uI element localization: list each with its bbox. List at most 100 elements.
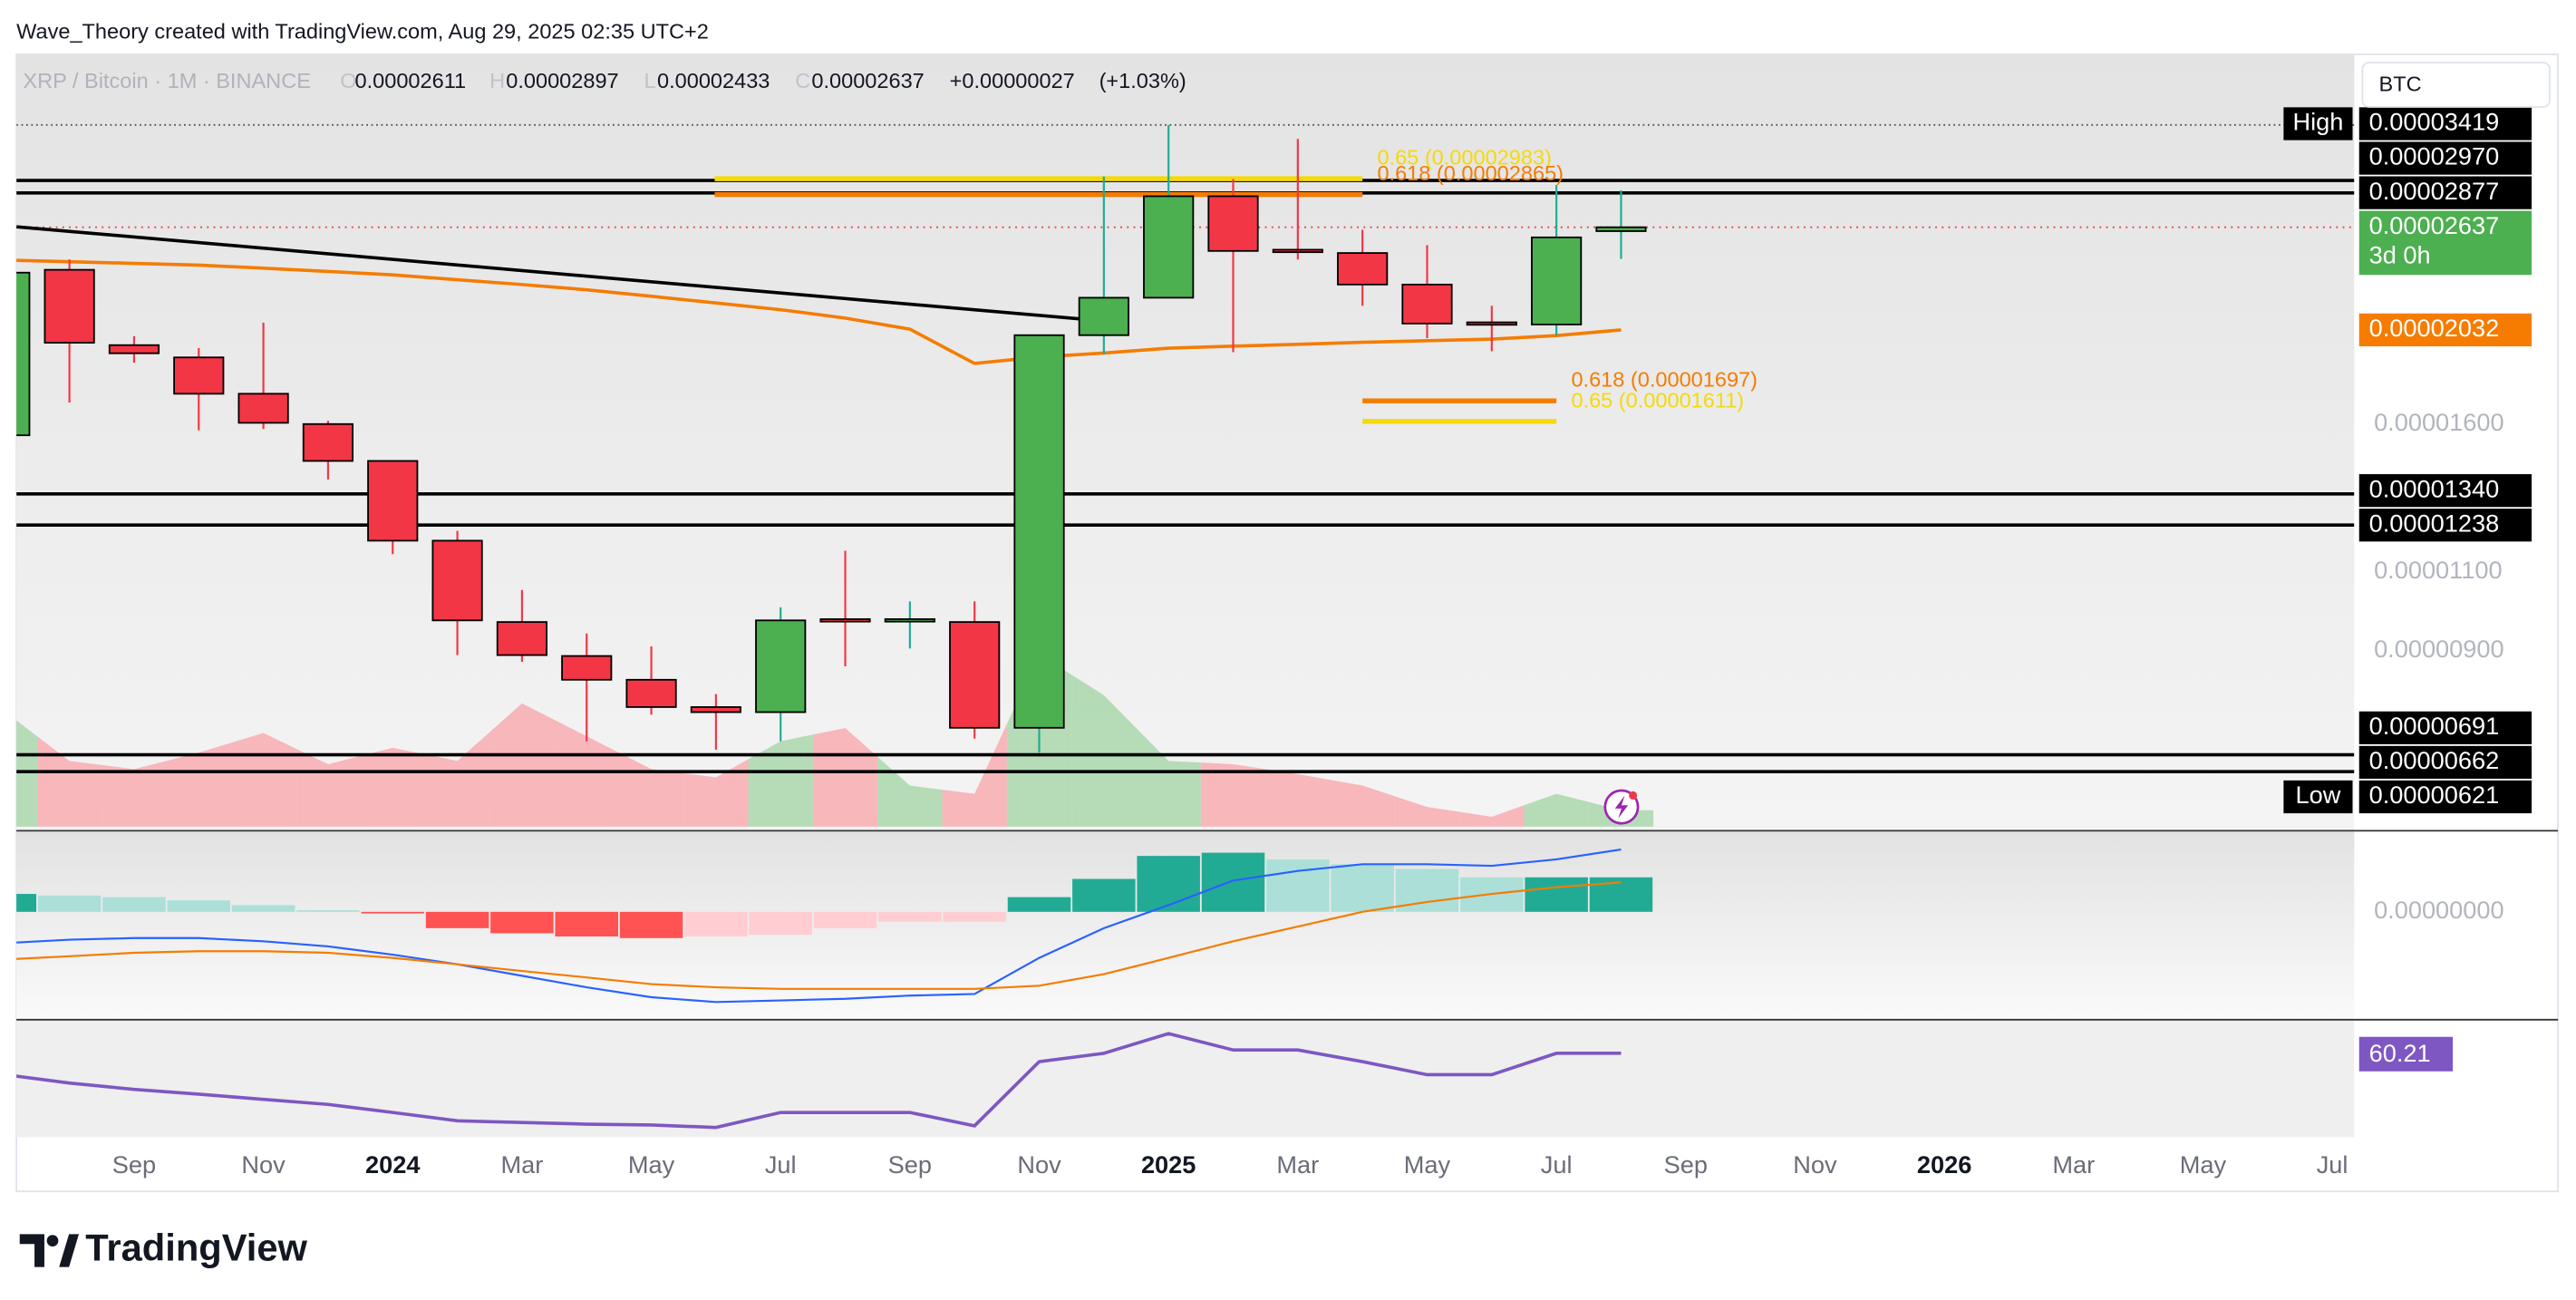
volume-area [1200,762,1266,827]
volume-area [812,728,878,827]
candle-body [44,268,95,344]
candle-body [1466,321,1517,326]
volume-area [102,761,167,827]
currency[interactable]: BTC [2379,73,2422,96]
candle-body [625,678,677,708]
candle-body [1595,226,1647,232]
volume-area [295,748,361,827]
macd-histogram [878,911,942,922]
legend-row: XRP / Bitcoin · 1M · BINANCE O 0.0000261… [23,69,1186,92]
price-label: 0.00000691 [2369,712,2500,740]
price-label: 0.00002970 [2369,142,2500,170]
symbol: XRP / Bitcoin · 1M · BINANCE [23,69,311,92]
macd-histogram [361,911,425,914]
volume-area [1394,796,1460,827]
volume-area [1330,780,1395,827]
watermark: Wave_Theory created with TradingView.com… [16,20,709,44]
open-value: 0.00002611 [355,69,467,92]
x-tick-label: Mar [1276,1150,1319,1179]
price-label-box [2358,313,2532,347]
tag-label: Low [2296,781,2341,809]
x-tick-label: 2025 [1141,1150,1196,1179]
tag-label: High [2292,108,2343,136]
macd-histogram [102,897,166,912]
macd-histogram [1007,897,1071,912]
x-tick-label: Mar [2052,1150,2095,1179]
volume-area [1524,793,1589,827]
volume-area [230,732,296,827]
rsi-price-box [2358,1036,2454,1072]
x-tick-label: Nov [1017,1150,1061,1179]
alert-icon[interactable] [1603,789,1640,825]
candle-body [884,618,935,623]
price-label-box [2358,210,2532,276]
x-tick-label: Nov [241,1150,286,1179]
macd-line [16,848,1622,1004]
x-tick-label: 2026 [1917,1150,1971,1179]
volume-area [36,736,102,827]
volume-area [1265,769,1331,827]
macd-histogram [1331,864,1394,912]
candle-body [690,706,741,713]
candle-body [1337,252,1389,286]
price-label-box [2358,509,2532,542]
volume-area [489,703,555,827]
price-label: 0.00002637 [2369,211,2500,239]
volume-area [1071,674,1137,827]
price-label-box [2358,745,2532,780]
macd-histogram [1525,877,1588,912]
macd-histogram [555,911,618,936]
candle-body [1143,195,1195,299]
macd-histogram [684,911,748,936]
volume-area [1459,805,1525,827]
macd-histogram [16,894,37,912]
brand: TradingView [85,1226,307,1268]
candle-body [819,618,871,623]
x-tick-label: May [628,1150,675,1179]
high-label: H [489,69,505,92]
currency-box[interactable] [2361,62,2551,108]
candle-body [496,621,547,656]
fib-label: 0.65 (0.00001611) [1571,388,1744,412]
x-tick-label: 2024 [365,1150,420,1179]
candle-body [108,344,160,354]
price-label-box [2358,780,2532,814]
volume-area [748,734,813,827]
price-label-box [2358,107,2532,141]
macd-histogram [943,911,1006,922]
price-label: 0.00000662 [2369,746,2500,774]
x-tick-label: Sep [1664,1150,1708,1179]
volume-area [166,742,231,827]
candle-body [431,539,483,622]
fib-label: 0.65 (0.00002983) [1377,146,1551,170]
tag-box [2283,107,2353,141]
candle-body [16,271,31,437]
volume-area [877,756,943,827]
rsi-price-label: 60.21 [2369,1039,2431,1067]
macd-line [16,881,1622,990]
open-label: O [340,69,356,92]
change: +0.00000027 [950,69,1075,92]
macd-histogram [490,911,554,934]
macd-histogram [1266,859,1330,912]
x-tick-label: May [2180,1150,2227,1179]
x-tick-label: Sep [888,1150,932,1179]
x-tick-label: May [1404,1150,1451,1179]
price-label: 0.00003419 [2369,108,2500,136]
y-tick-label: 0.00000900 [2374,635,2504,663]
candle-body [1013,334,1065,729]
x-tick-label: Mar [501,1150,544,1179]
candle-body [949,621,1001,729]
macd-histogram [231,905,295,912]
price-label-box [2358,176,2532,209]
candle-body [302,422,354,462]
macd-histogram [813,911,877,928]
candle-body [237,393,289,424]
candle-body [1531,236,1583,325]
price-label: 0.00002032 [2369,314,2500,342]
price-label: 0.00001238 [2369,509,2500,537]
macd-histogram [1201,852,1265,912]
tag-box [2283,780,2353,814]
